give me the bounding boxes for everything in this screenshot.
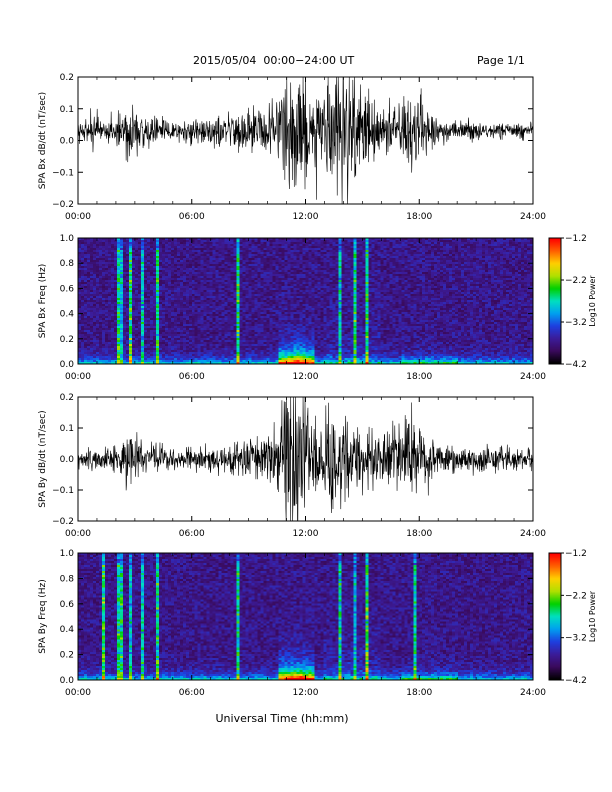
x-tick-label: 24:00 xyxy=(520,372,546,382)
colorbar-frame xyxy=(548,237,562,365)
y-tick-label: 0.6 xyxy=(60,284,75,294)
colorbar-label: Log10 Power xyxy=(588,275,597,327)
y-tick-label: 0.2 xyxy=(60,335,74,345)
colorbar-tick-label: −3.2 xyxy=(565,318,587,328)
y-tick-label: −0.2 xyxy=(52,200,74,210)
panel-4-colorbar xyxy=(549,553,561,680)
y-tick-label: 0.2 xyxy=(60,73,74,83)
panel-3-trace xyxy=(77,396,534,522)
x-tick-label: 00:00 xyxy=(65,372,91,382)
figure-title: 2015/05/04 00:00−24:00 UT xyxy=(193,54,355,67)
colorbar-tick-label: −4.2 xyxy=(565,676,587,686)
y-tick-label: −0.1 xyxy=(52,168,74,178)
y-tick-label: 0.1 xyxy=(60,424,74,434)
colorbar-frame xyxy=(548,552,562,681)
panel-3-ylabel: SPA By dB/dt (nT/sec) xyxy=(38,410,48,507)
x-tick-label: 12:00 xyxy=(293,212,319,222)
colorbar-tick-label: −1.2 xyxy=(565,234,587,244)
colorbar-tick-label: −4.2 xyxy=(565,360,587,370)
y-tick-label: 0.4 xyxy=(60,625,75,635)
x-tick-label: 18:00 xyxy=(406,529,432,539)
y-tick-label: −0.2 xyxy=(52,517,74,527)
x-tick-label: 12:00 xyxy=(293,529,319,539)
x-tick-label: 24:00 xyxy=(520,212,546,222)
panel-1-trace xyxy=(77,76,534,205)
y-tick-label: 1.0 xyxy=(60,549,75,559)
x-tick-label: 06:00 xyxy=(179,529,205,539)
colorbar-tick-label: −1.2 xyxy=(565,549,587,559)
colorbar-tick-label: −2.2 xyxy=(565,276,587,286)
x-tick-label: 00:00 xyxy=(65,529,91,539)
y-tick-label: 0.0 xyxy=(60,137,75,147)
page-number: Page 1/1 xyxy=(477,54,525,67)
y-tick-label: 0.0 xyxy=(60,676,75,686)
y-tick-label: 0.0 xyxy=(60,455,75,465)
x-tick-label: 06:00 xyxy=(179,372,205,382)
x-tick-label: 18:00 xyxy=(406,212,432,222)
panel-2-ylabel: SPA Bx Freq (Hz) xyxy=(38,264,48,339)
y-tick-label: 0.2 xyxy=(60,651,74,661)
y-tick-label: 0.8 xyxy=(60,574,75,584)
x-tick-label: 00:00 xyxy=(65,212,91,222)
x-tick-label: 06:00 xyxy=(179,212,205,222)
panel-2-spectrogram xyxy=(78,238,533,364)
x-tick-label: 12:00 xyxy=(293,688,319,698)
x-tick-label: 24:00 xyxy=(520,688,546,698)
x-tick-label: 06:00 xyxy=(179,688,205,698)
panel-1-ylabel: SPA Bx dB/dt (nT/sec) xyxy=(38,92,48,189)
x-tick-label: 18:00 xyxy=(406,372,432,382)
y-tick-label: 0.8 xyxy=(60,259,75,269)
x-tick-label: 18:00 xyxy=(406,688,432,698)
y-tick-label: 0.6 xyxy=(60,600,75,610)
panel-4-ylabel: SPA By Freq (Hz) xyxy=(38,579,48,654)
panel-4-spectrogram xyxy=(78,553,533,680)
colorbar-label: Log10 Power xyxy=(588,590,597,642)
x-tick-label: 24:00 xyxy=(520,529,546,539)
x-axis-label: Universal Time (hh:mm) xyxy=(216,712,349,725)
colorbar-tick-label: −3.2 xyxy=(565,634,587,644)
x-tick-label: 00:00 xyxy=(65,688,91,698)
x-tick-label: 12:00 xyxy=(293,372,319,382)
colorbar-tick-label: −2.2 xyxy=(565,591,587,601)
y-tick-label: 0.4 xyxy=(60,310,75,320)
y-tick-label: 0.0 xyxy=(60,360,75,370)
y-tick-label: 0.2 xyxy=(60,393,74,403)
y-tick-label: −0.1 xyxy=(52,486,74,496)
y-tick-label: 1.0 xyxy=(60,234,75,244)
panel-2-colorbar xyxy=(549,238,561,364)
y-tick-label: 0.1 xyxy=(60,105,74,115)
